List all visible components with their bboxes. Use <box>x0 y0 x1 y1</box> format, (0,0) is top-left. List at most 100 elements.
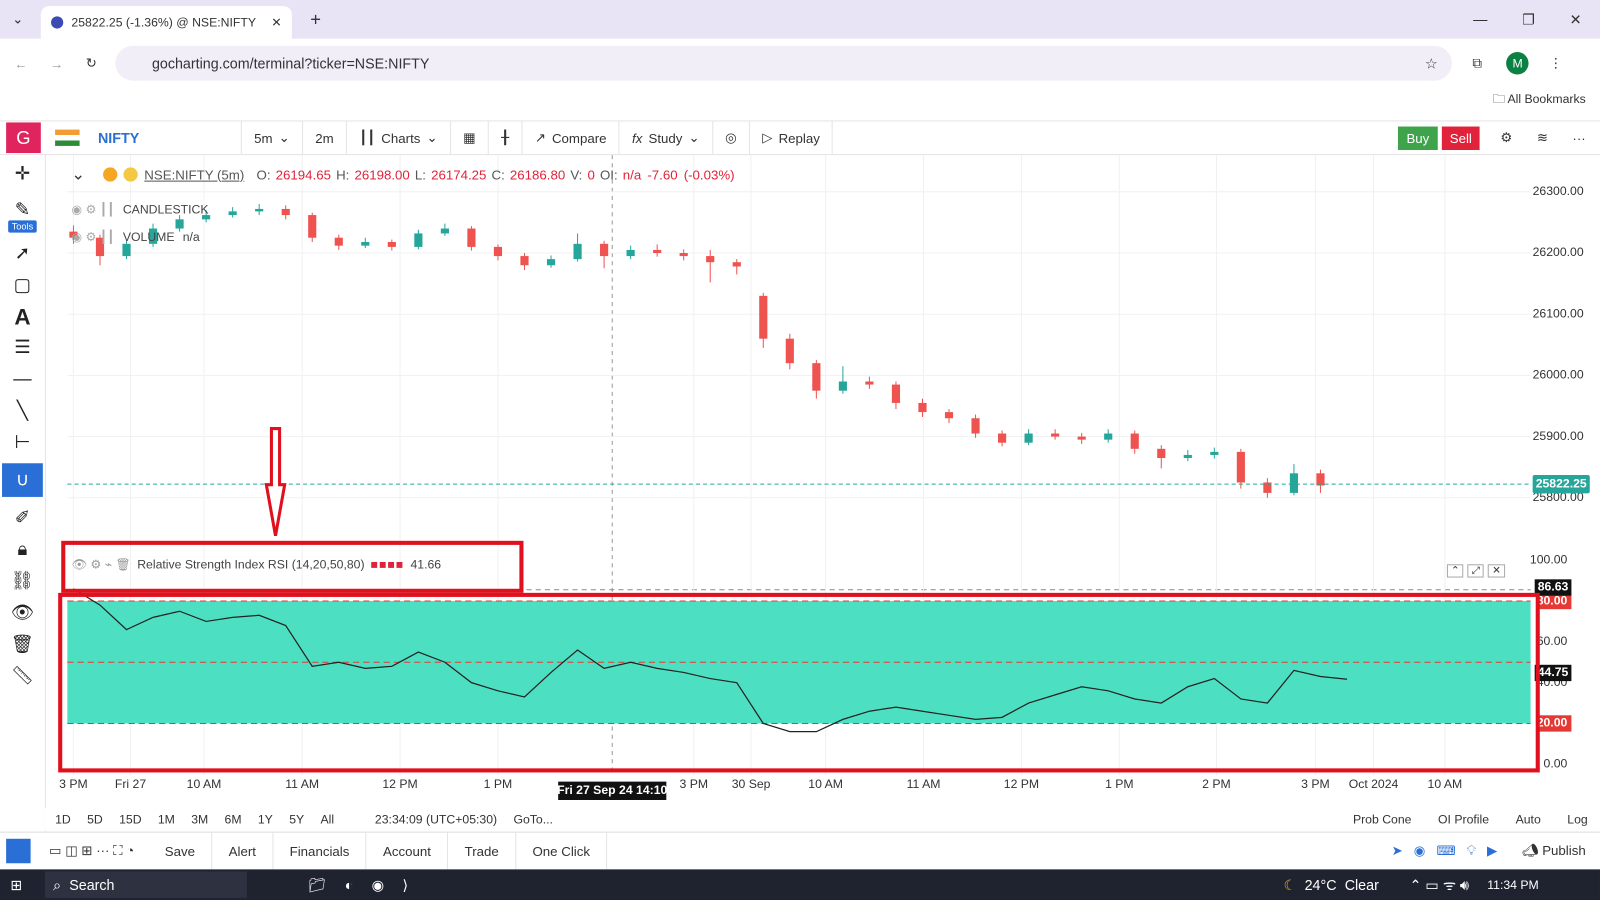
candle-body <box>1289 473 1299 493</box>
new-tab[interactable]: + <box>310 8 321 30</box>
study[interactable]: fx Study ⌄ <box>620 121 713 155</box>
start[interactable]: ⊞ <box>10 876 23 893</box>
crosshair-tool[interactable]: ✛ <box>14 163 31 184</box>
collapse[interactable]: ⌄ <box>71 166 86 184</box>
reload[interactable]: ↻ <box>85 55 97 71</box>
text-tool[interactable]: A <box>14 304 31 330</box>
candle-body <box>838 381 847 391</box>
layout[interactable]: ▦ <box>451 121 489 155</box>
browser-menu[interactable]: ⋮ <box>1549 55 1563 71</box>
interval2[interactable]: 2m <box>303 121 347 155</box>
snapshot[interactable]: ◎ <box>713 121 751 155</box>
brush-tool[interactable]: ✐ <box>14 507 31 528</box>
timeframe[interactable]: 1Y <box>257 812 273 827</box>
replay[interactable]: ▷ Replay <box>750 121 834 155</box>
address-field[interactable]: gocharting.com/terminal?ticker=NSE:NIFTY… <box>115 45 1452 81</box>
action[interactable]: Account <box>367 832 449 870</box>
compare[interactable]: ↗ Compare <box>522 121 620 155</box>
timeframe[interactable]: 5D <box>87 812 103 827</box>
tray[interactable]: ⌃ ▭ ᯤ 🔊︎ <box>1409 876 1469 893</box>
layout-single[interactable] <box>6 838 31 864</box>
symbol[interactable]: NIFTY <box>97 129 140 146</box>
goto[interactable]: GoTo... <box>513 812 553 827</box>
ohlc: O: 26194.65 H: 26198.00 L: 26174.25 C: 26186.80… <box>257 167 642 182</box>
delete-tool[interactable]: 🗑︎ <box>10 633 35 655</box>
rsi-icons[interactable]: 👁︎ ⚙ ⌁ 🗑︎ <box>71 557 132 572</box>
x-tick-label: 1 PM <box>1105 777 1134 791</box>
hline-tool[interactable]: — <box>13 368 32 389</box>
social-icons[interactable]: ➤ ◉ ⌨ 💡︎ ▶ <box>1391 842 1498 859</box>
sell[interactable]: Sell <box>1441 126 1481 150</box>
interval[interactable]: 5m ⌄ <box>240 121 304 155</box>
pane-up[interactable]: ⌃ <box>1446 564 1464 578</box>
pane-maximize[interactable]: ⤢ <box>1467 564 1485 578</box>
measure-tool[interactable]: ⊢ <box>14 431 31 453</box>
publish[interactable]: 📣︎ Publish <box>1521 842 1586 859</box>
arrow-tool[interactable]: ➚ <box>14 242 31 264</box>
search[interactable]: ⌕ Search <box>44 871 247 898</box>
bottom-option[interactable]: Log <box>1567 812 1588 827</box>
extensions[interactable]: ⧉ <box>1472 55 1482 71</box>
candle-body <box>414 233 423 247</box>
rsi-tick-label: 20.00 <box>1537 716 1568 730</box>
logo[interactable]: G <box>6 122 41 154</box>
lock-tool[interactable]: 🔒︎ <box>17 538 28 560</box>
rect-tool[interactable]: ▢ <box>13 274 32 295</box>
visibility-tool[interactable]: 👁︎ <box>10 602 35 623</box>
tools-label: Tools <box>8 220 37 233</box>
trendline-tool[interactable]: ╲ <box>16 399 28 421</box>
bookmark-star[interactable]: ☆ <box>1424 54 1438 71</box>
close[interactable]: ✕ <box>1569 10 1582 28</box>
tab-close[interactable]: ✕ <box>271 15 282 30</box>
action[interactable]: One Click <box>516 832 608 870</box>
action[interactable]: Trade <box>448 832 517 870</box>
back[interactable]: ← <box>14 55 28 71</box>
indicator-toggle[interactable]: ╂ <box>489 121 523 155</box>
link-tool[interactable]: ⛓︎ <box>10 570 35 591</box>
settings[interactable]: ⚙ <box>1500 129 1513 145</box>
layers[interactable]: ≋ <box>1536 129 1548 145</box>
tab-menu[interactable]: ⌄ <box>12 11 24 27</box>
ruler-tool[interactable]: 📏︎ <box>10 665 35 686</box>
action[interactable]: Save <box>148 832 213 870</box>
pen-tool[interactable]: ✎ <box>14 198 31 220</box>
bottom-option[interactable]: Prob Cone <box>1352 812 1412 827</box>
bottom-option[interactable]: Auto <box>1515 812 1541 827</box>
more[interactable]: ··· <box>1572 130 1586 146</box>
bottom-option[interactable]: OI Profile <box>1438 812 1490 827</box>
timeframe[interactable]: 1D <box>55 812 71 827</box>
x-tick-label: 2 PM <box>1202 777 1231 791</box>
all-bookmarks[interactable]: 🗀 All Bookmarks <box>1492 91 1586 106</box>
indicator-icons[interactable]: ◉ ⚙ ┃┃ <box>71 202 115 217</box>
timeframe[interactable]: 15D <box>119 812 142 827</box>
timeframe[interactable]: All <box>320 812 335 827</box>
minimize[interactable]: — <box>1473 10 1488 28</box>
rsi-swatch: ■■■■ <box>370 557 405 572</box>
ohlc-value: n/a <box>622 166 642 183</box>
action[interactable]: Financials <box>273 832 367 870</box>
timeframe[interactable]: 3M <box>191 812 209 827</box>
x-tick-label: 10 AM <box>808 777 843 791</box>
tab[interactable]: 25822.25 (-1.36%) @ NSE:NIFTY ✕ <box>40 6 292 39</box>
timeframe[interactable]: 5Y <box>289 812 305 827</box>
candle-body <box>944 412 954 419</box>
profile[interactable]: M <box>1506 52 1529 75</box>
fib-tool[interactable]: ☰ <box>14 336 31 358</box>
pane-close[interactable]: ✕ <box>1488 564 1505 578</box>
layout-options[interactable]: ▭ ◫ ⊞ ··· ⛶ ◔ <box>48 842 135 859</box>
action[interactable]: Alert <box>212 832 274 870</box>
taskbar-apps[interactable]: 📁︎◐◉⟩ <box>308 876 427 893</box>
magnet-tool[interactable]: ∪ <box>2 463 43 497</box>
maximize[interactable]: ❐ <box>1522 10 1535 28</box>
y-tick-label: 26300.00 <box>1533 184 1584 198</box>
indicator-icons[interactable]: ◉ ⚙ ┃┃ <box>71 229 115 244</box>
timeframe[interactable]: 1M <box>157 812 175 827</box>
ticker[interactable]: NSE:NIFTY (5m) <box>144 166 245 183</box>
crosshair-label-bg <box>558 781 667 800</box>
rsi-tag: 44.75 <box>1538 665 1569 679</box>
ohlc-label: C: <box>491 166 505 183</box>
charts[interactable]: ┃┃ Charts ⌄ <box>347 121 451 155</box>
forward[interactable]: → <box>49 55 64 71</box>
timeframe[interactable]: 6M <box>224 812 242 827</box>
buy[interactable]: Buy <box>1398 126 1438 150</box>
